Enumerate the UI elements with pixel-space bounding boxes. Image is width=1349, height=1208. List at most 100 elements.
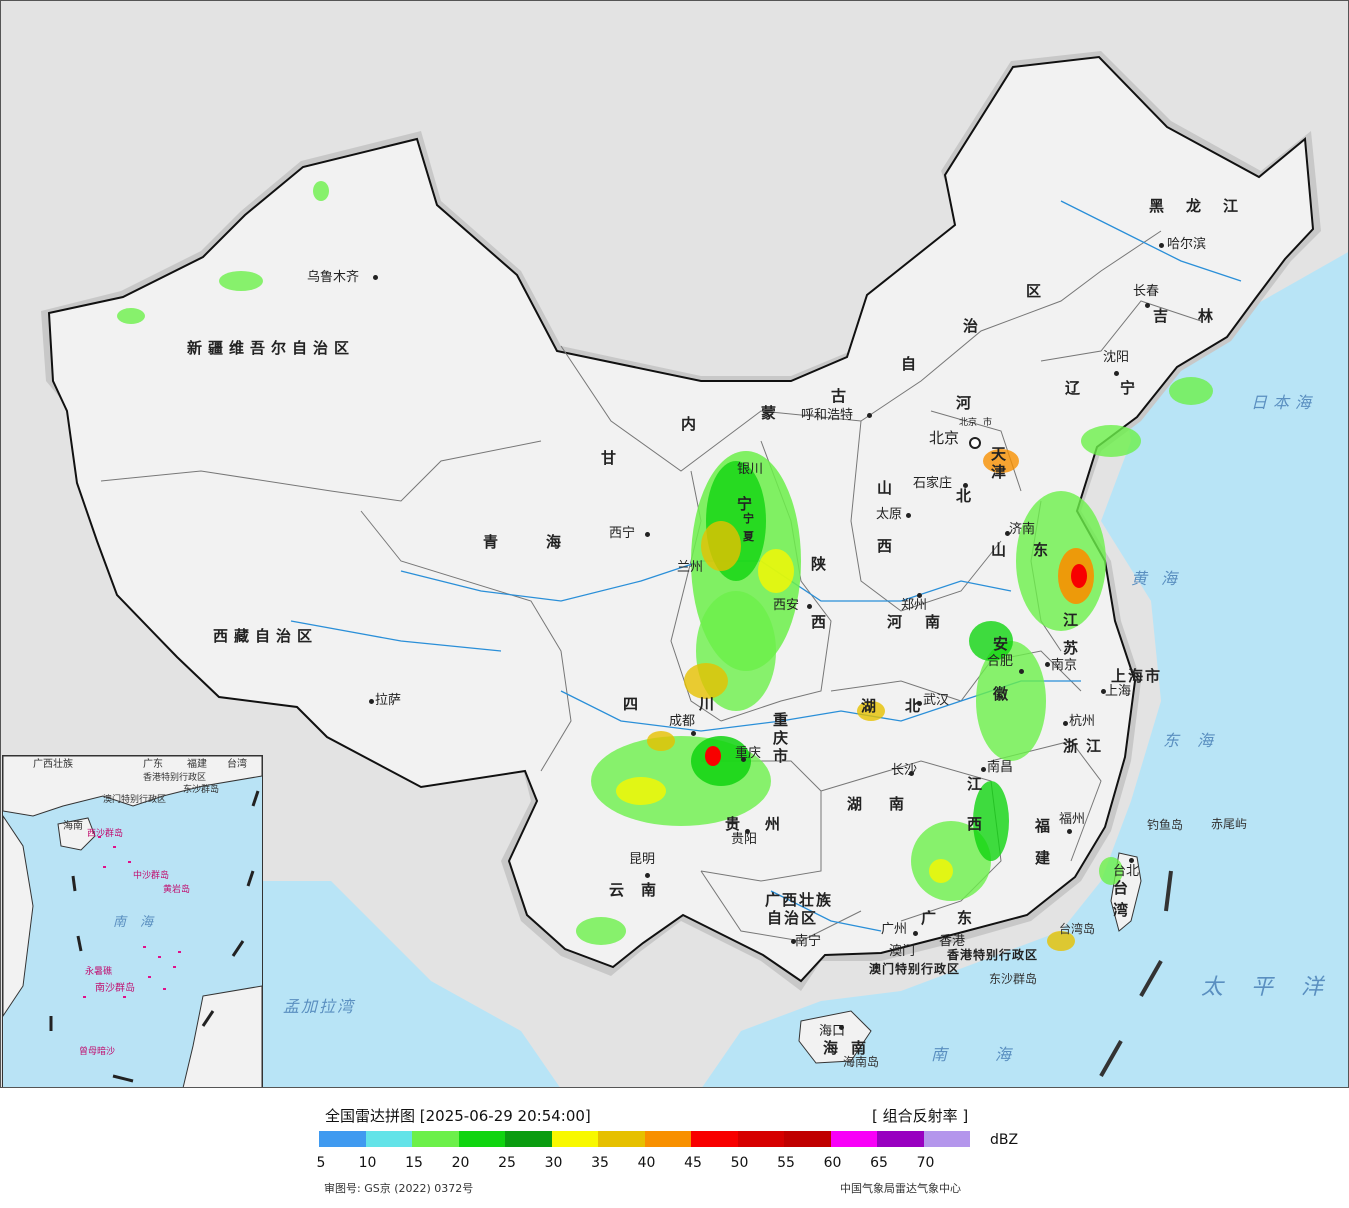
city-xian[interactable]: 西安 xyxy=(773,598,800,613)
city-taiyuan[interactable]: 太原 xyxy=(876,507,903,522)
label-jilin: 吉林 xyxy=(1153,307,1244,325)
ocean-east xyxy=(702,252,1348,1087)
hainan-island xyxy=(798,1010,872,1064)
city-hefei[interactable]: 合肥 xyxy=(987,654,1014,669)
color-scale-tick: 55 xyxy=(777,1155,795,1171)
label-gui: 贵 xyxy=(725,815,747,833)
label-nei: 内 xyxy=(681,415,703,433)
color-scale-tick: 5 xyxy=(316,1155,326,1171)
label-chuan: 川 xyxy=(699,695,721,713)
city-guiyang[interactable]: 贵阳 xyxy=(731,832,758,847)
city-shanghai[interactable]: 上海 xyxy=(1105,684,1132,699)
color-scale-segment xyxy=(830,1131,877,1147)
label-zhou: 州 xyxy=(765,815,787,833)
island-taiwan: 台湾岛 xyxy=(1059,922,1096,936)
city-shijiazhuang[interactable]: 石家庄 xyxy=(913,476,953,491)
city-xining[interactable]: 西宁 xyxy=(609,526,636,541)
city-dot-taiyuan xyxy=(906,513,911,518)
city-fuzhou[interactable]: 福州 xyxy=(1059,812,1086,827)
city-chongqing[interactable]: 重庆 xyxy=(735,746,762,761)
city-yinchuan[interactable]: 银川 xyxy=(737,462,764,477)
radar-map[interactable]: 新疆维吾尔自治区 西藏自治区 青海 甘 内 蒙 古 自 治 区 黑龙江 吉林 辽… xyxy=(0,0,1349,1088)
city-dot-nanning xyxy=(791,939,796,944)
sea-japan: 日本海 xyxy=(1251,393,1318,412)
label-ningxia-ning: 宁 xyxy=(743,512,760,525)
city-wuhan[interactable]: 武汉 xyxy=(923,693,950,708)
label-jiang-xi: 江 xyxy=(967,775,989,793)
label-su: 苏 xyxy=(1063,639,1085,657)
city-haikou[interactable]: 海口 xyxy=(819,1024,846,1039)
city-urumqi[interactable]: 乌鲁木齐 xyxy=(307,270,360,285)
city-macau[interactable]: 澳门 xyxy=(889,944,916,959)
city-beijing[interactable]: 北京 xyxy=(929,429,960,447)
label-heilongjiang: 黑龙江 xyxy=(1149,197,1261,215)
city-chengdu[interactable]: 成都 xyxy=(669,714,696,729)
city-changchun[interactable]: 长春 xyxy=(1133,284,1160,299)
color-scale-tick: 30 xyxy=(544,1155,563,1171)
label-chongqing: 重庆市 xyxy=(773,711,789,765)
label-liaoning: 辽宁 xyxy=(1065,379,1176,397)
sea-yellow: 黄海 xyxy=(1131,569,1192,588)
color-scale-segment xyxy=(877,1131,924,1147)
city-dot-harbin xyxy=(1159,243,1164,248)
city-dot-lhasa xyxy=(369,699,374,704)
city-hongkong[interactable]: 香港 xyxy=(939,934,966,949)
province-borders xyxy=(100,230,1202,942)
label-gan: 甘 xyxy=(601,449,623,467)
label-shaan: 陕 xyxy=(811,555,833,573)
city-taipei[interactable]: 台北 xyxy=(1113,864,1140,879)
city-dot-fuzhou xyxy=(1067,829,1072,834)
color-scale-tick: 10 xyxy=(358,1155,377,1171)
island-diaoyu: 钓鱼岛 xyxy=(1147,818,1184,832)
color-scale-tick: 70 xyxy=(916,1155,935,1171)
inset-zengmu: 曾母暗沙 xyxy=(79,1047,116,1057)
city-lanzhou[interactable]: 兰州 xyxy=(677,560,704,575)
label-jin: 津 xyxy=(991,463,1013,481)
city-lhasa[interactable]: 拉萨 xyxy=(375,693,402,708)
city-hohhot[interactable]: 呼和浩特 xyxy=(801,408,854,423)
label-xi-jiangxi: 西 xyxy=(967,815,989,833)
inset-guangxi: 广西壮族 xyxy=(33,759,73,770)
label-macau-sar: 澳门特别行政区 xyxy=(869,962,961,976)
approval-number: 审图号: GS京 (2022) 0372号 xyxy=(324,1182,474,1195)
color-scale-segment xyxy=(505,1131,552,1147)
label-meng: 蒙 xyxy=(761,404,783,422)
city-nanchang[interactable]: 南昌 xyxy=(987,760,1014,775)
label-yun: 云 xyxy=(609,881,631,899)
city-nanning[interactable]: 南宁 xyxy=(795,934,822,949)
city-guangzhou[interactable]: 广州 xyxy=(881,922,908,937)
city-dot-changsha xyxy=(909,771,914,776)
label-xizang: 西藏自治区 xyxy=(213,627,319,645)
sea-pacific: 太平洋 xyxy=(1201,975,1349,1000)
city-kunming[interactable]: 昆明 xyxy=(629,852,656,867)
label-bei: 北 xyxy=(956,487,978,505)
color-scale-segment xyxy=(598,1131,645,1147)
city-hangzhou[interactable]: 杭州 xyxy=(1069,714,1096,729)
label-he-north: 河 xyxy=(956,394,978,412)
label-shan-dong: 山 xyxy=(991,541,1013,559)
inset-nansha: 南沙群岛 xyxy=(95,983,135,994)
label-jian: 建 xyxy=(1035,849,1057,867)
inset-xisha: 西沙群岛 xyxy=(87,829,124,839)
city-nanjing[interactable]: 南京 xyxy=(1051,658,1078,673)
label-xi-shanxi: 西 xyxy=(877,537,899,555)
city-jinan[interactable]: 济南 xyxy=(1009,522,1036,537)
color-scale-tick: 40 xyxy=(637,1155,656,1171)
city-dot-changchun xyxy=(1145,303,1150,308)
city-harbin[interactable]: 哈尔滨 xyxy=(1167,237,1207,252)
legend-unit: dBZ xyxy=(990,1132,1019,1148)
city-dot-hefei xyxy=(1019,669,1024,674)
label-shanghai: 上海市 xyxy=(1111,667,1163,685)
color-scale-segment xyxy=(319,1131,366,1147)
color-scale-tick: 15 xyxy=(405,1155,423,1171)
south-china-sea-inset[interactable]: 广西壮族 广东 福建 台湾 香港特别行政区 澳门特别行政区 东沙群岛 海南 西沙… xyxy=(2,755,263,1087)
city-dot-shenyang xyxy=(1114,371,1119,376)
city-shenyang[interactable]: 沈阳 xyxy=(1103,350,1130,365)
city-changsha[interactable]: 长沙 xyxy=(891,763,918,778)
city-dot-hangzhou xyxy=(1063,721,1068,726)
label-beijing-shi: 市 xyxy=(983,418,993,428)
inset-zhongsha: 中沙群岛 xyxy=(133,871,170,881)
color-scale-segment xyxy=(784,1131,831,1147)
city-zhengzhou[interactable]: 郑州 xyxy=(901,598,928,613)
color-scale-segment xyxy=(691,1131,738,1147)
